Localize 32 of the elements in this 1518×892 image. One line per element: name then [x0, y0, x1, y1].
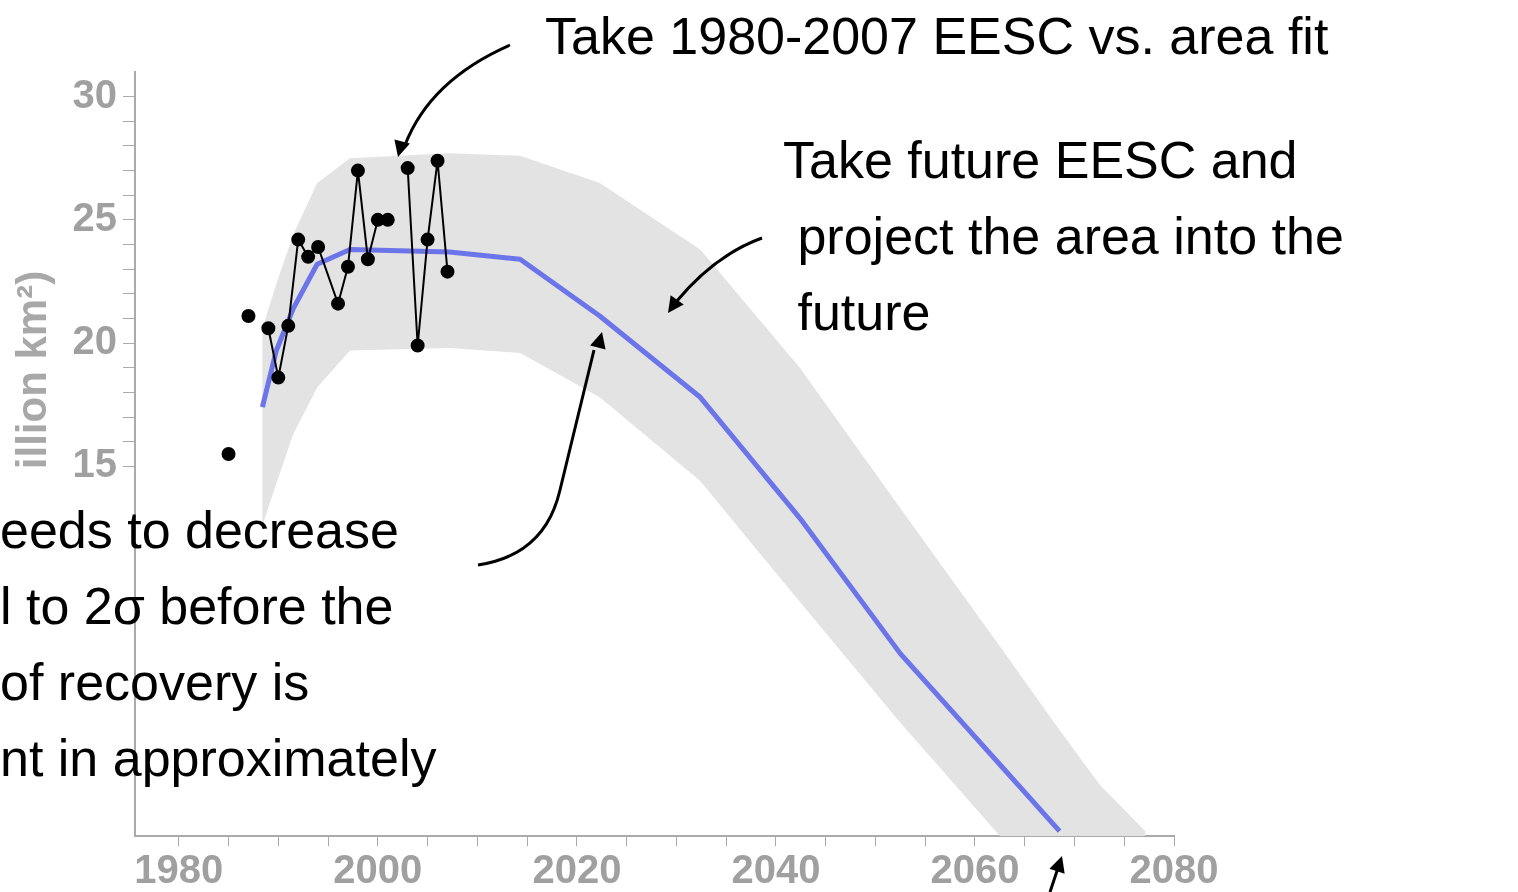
point: [331, 296, 346, 311]
point: [301, 249, 316, 264]
point: [261, 321, 276, 336]
x-tick-label: 2000: [333, 847, 423, 892]
x-tick-label: 2040: [731, 847, 821, 892]
x-tick-label: 2020: [532, 847, 622, 892]
point: [350, 163, 365, 178]
point: [271, 370, 286, 385]
point: [410, 338, 425, 353]
point: [241, 308, 256, 323]
point: [440, 264, 455, 279]
y-tick-label: 20: [72, 318, 117, 363]
point: [221, 447, 236, 461]
point: [360, 252, 375, 267]
y-tick-label: 25: [72, 194, 117, 239]
x-tick-label: 2060: [930, 847, 1020, 892]
point: [281, 318, 296, 333]
x-tick-label: 2080: [1129, 847, 1219, 892]
y-tick-label: 15: [72, 441, 117, 486]
point: [311, 239, 326, 254]
y-tick-label: 30: [72, 71, 117, 116]
annotation: eeds to decrease l to 2σ before the of recovery is nt in approximately: [0, 500, 437, 789]
annotation: Take future EESC and project the area into the future: [783, 130, 1344, 343]
point: [430, 153, 445, 168]
point: [380, 212, 395, 227]
x-tick-label: 1980: [134, 847, 224, 892]
point: [420, 232, 435, 247]
y-axis-title: illion km²): [7, 270, 55, 470]
point: [340, 259, 355, 274]
point: [291, 232, 306, 247]
point: [400, 161, 415, 176]
text: Take 1980-2007 EESC vs. area fit: [545, 6, 1329, 67]
